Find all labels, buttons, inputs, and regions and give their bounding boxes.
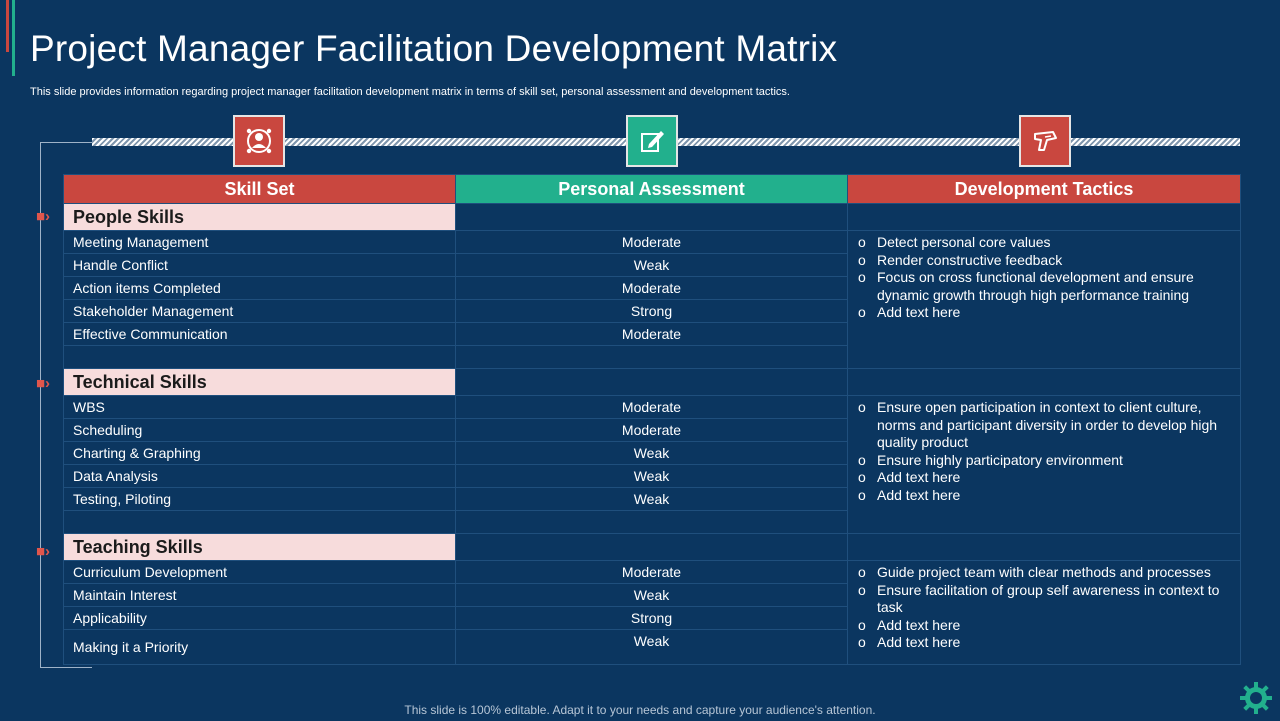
assessment-cell: Moderate	[455, 276, 848, 300]
table-row: Applicability Strong	[63, 606, 1241, 630]
skill-cell: Making it a Priority	[63, 629, 456, 665]
assessment-cell: Strong	[455, 299, 848, 323]
assessment-cell: Weak	[455, 253, 848, 277]
tactic-item: Render constructive feedback	[858, 252, 1232, 270]
section-row-teaching: Teaching Skills	[63, 533, 1241, 561]
section-marker-teaching: ■›	[36, 543, 51, 560]
skill-cell: Stakeholder Management	[63, 299, 456, 323]
skill-cell: Maintain Interest	[63, 583, 456, 607]
section-marker-technical: ■›	[36, 375, 51, 392]
assessment-cell: Weak	[455, 464, 848, 488]
section-title: Technical Skills	[63, 368, 456, 396]
tactic-item: Add text here	[858, 634, 1232, 652]
table-row: Handle Conflict Weak	[63, 253, 1241, 277]
assessment-cell: Weak	[455, 441, 848, 465]
skill-cell: Data Analysis	[63, 464, 456, 488]
tactic-item: Add text here	[858, 304, 1232, 322]
header-development-tactics: Development Tactics	[847, 174, 1241, 204]
edit-document-icon	[626, 115, 678, 167]
table-row: Scheduling Moderate	[63, 418, 1241, 442]
tactic-item: Guide project team with clear methods an…	[858, 564, 1232, 582]
section-row-technical: Technical Skills	[63, 368, 1241, 396]
tactics-cell: Guide project team with clear methods an…	[847, 560, 1241, 665]
skill-cell: Effective Communication	[63, 322, 456, 346]
accent-bar-green	[12, 0, 15, 76]
tactic-item: Ensure facilitation of group self awaren…	[858, 582, 1232, 617]
assessment-cell: Weak	[455, 487, 848, 511]
assessment-cell: Strong	[455, 606, 848, 630]
skill-cell: Charting & Graphing	[63, 441, 456, 465]
table-row: WBS Moderate Ensure open participation i…	[63, 395, 1241, 534]
tactic-item: Ensure highly participatory environment	[858, 452, 1232, 470]
gear-icon	[1238, 680, 1274, 721]
section-row-people: People Skills	[63, 203, 1241, 231]
assessment-cell: Moderate	[455, 560, 848, 584]
section-marker-people: ■›	[36, 208, 51, 225]
left-bracket-line	[40, 142, 92, 668]
skill-cell: Action items Completed	[63, 276, 456, 300]
assessment-cell: Moderate	[455, 418, 848, 442]
skill-cell: Handle Conflict	[63, 253, 456, 277]
page-subtitle: This slide provides information regardin…	[30, 86, 790, 98]
table-row: Data Analysis Weak	[63, 464, 1241, 488]
table-row: Charting & Graphing Weak	[63, 441, 1241, 465]
team-leader-icon	[233, 115, 285, 167]
skill-cell: Curriculum Development	[63, 560, 456, 584]
header-personal-assessment: Personal Assessment	[455, 174, 848, 204]
tactic-item: Add text here	[858, 487, 1232, 505]
tactics-cell: Ensure open participation in context to …	[847, 395, 1241, 534]
accent-bar-red	[6, 0, 9, 52]
table-row: Meeting Management Moderate Detect perso…	[63, 230, 1241, 369]
page-title: Project Manager Facilitation Development…	[30, 28, 838, 69]
assessment-cell: Moderate	[455, 230, 848, 254]
assessment-cell: Moderate	[455, 395, 848, 419]
table-row: Making it a Priority Weak	[63, 629, 1241, 665]
skill-cell: Scheduling	[63, 418, 456, 442]
skill-cell: Testing, Piloting	[63, 487, 456, 511]
skill-cell: Meeting Management	[63, 230, 456, 254]
tactic-item: Ensure open participation in context to …	[858, 399, 1232, 452]
tactic-item: Add text here	[858, 469, 1232, 487]
assessment-cell: Weak	[455, 629, 848, 665]
table-row: Testing, Piloting Weak	[63, 487, 1241, 511]
footer-note: This slide is 100% editable. Adapt it to…	[404, 703, 876, 717]
skill-cell: WBS	[63, 395, 456, 419]
table-header-row: Skill Set Personal Assessment Developmen…	[63, 174, 1241, 204]
tactic-item: Focus on cross functional development an…	[858, 269, 1232, 304]
assessment-cell: Moderate	[455, 322, 848, 346]
assessment-cell: Weak	[455, 583, 848, 607]
header-skill-set: Skill Set	[63, 174, 456, 204]
tactic-item: Add text here	[858, 617, 1232, 635]
development-matrix-table: Skill Set Personal Assessment Developmen…	[63, 174, 1241, 665]
section-title: Teaching Skills	[63, 533, 456, 561]
table-row-empty	[63, 345, 1241, 369]
skill-cell: Applicability	[63, 606, 456, 630]
tactic-item: Detect personal core values	[858, 234, 1232, 252]
table-row: Curriculum Development Moderate Guide pr…	[63, 560, 1241, 665]
table-row: Maintain Interest Weak	[63, 583, 1241, 607]
tactics-cell: Detect personal core values Render const…	[847, 230, 1241, 369]
drill-tool-icon	[1019, 115, 1071, 167]
section-title: People Skills	[63, 203, 456, 231]
